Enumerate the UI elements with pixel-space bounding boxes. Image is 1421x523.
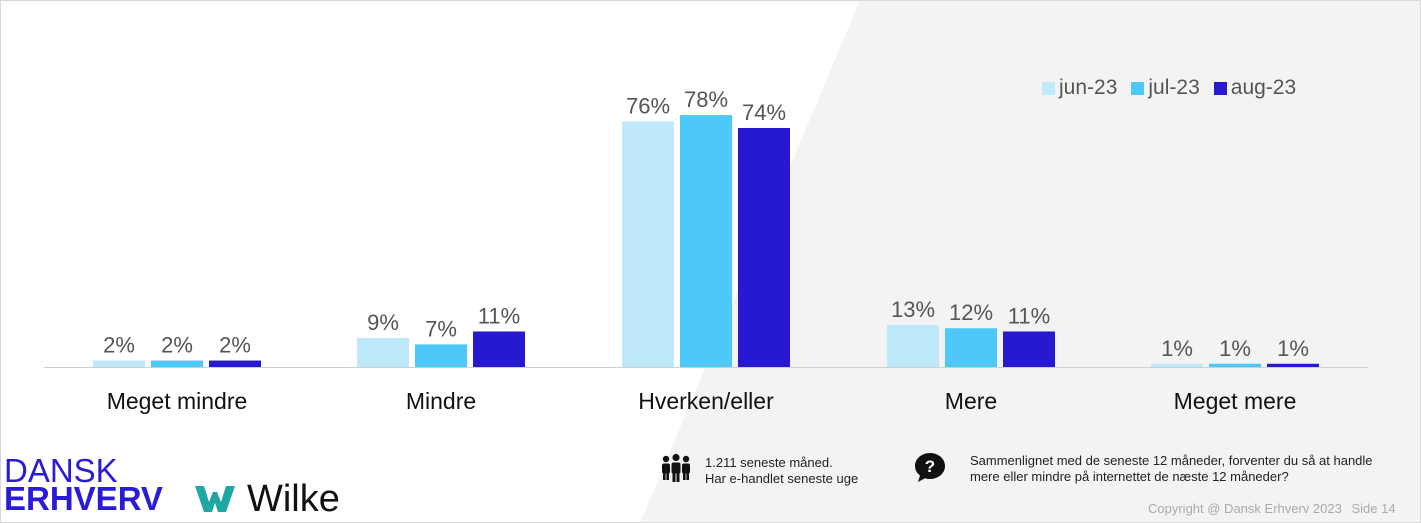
legend-swatch — [1131, 81, 1145, 95]
category-label: Mere — [945, 388, 997, 414]
sample-description: 1.211 seneste måned. Har e-handlet senes… — [705, 455, 858, 487]
sample-line-1: 1.211 seneste måned. — [705, 455, 833, 470]
legend-item-jul-23: jul-23 — [1131, 76, 1200, 100]
legend-swatch — [1042, 81, 1055, 95]
sample-line-2: Har e-handlet seneste uge — [705, 471, 859, 486]
bar — [357, 337, 409, 367]
data-label: 2% — [219, 333, 251, 358]
data-label: 1% — [1219, 336, 1251, 361]
bar — [209, 360, 261, 367]
bar — [945, 328, 997, 367]
data-label: 2% — [103, 333, 135, 358]
page-number: Side 14 — [1351, 501, 1396, 516]
bar — [622, 121, 674, 368]
legend-label: jul-23 — [1148, 76, 1200, 99]
legend: jun-23 jul-23 aug-23 — [1042, 76, 1310, 100]
data-label: 9% — [367, 310, 399, 335]
bar — [680, 115, 732, 367]
survey-question: Sammenlignet med de seneste 12 måneder, … — [970, 453, 1410, 485]
data-label: 13% — [891, 297, 935, 322]
bar — [887, 325, 939, 367]
bar — [1003, 331, 1055, 367]
data-label: 11% — [478, 303, 520, 328]
bar — [1209, 363, 1261, 367]
bar — [151, 360, 203, 367]
legend-item-jun-23: jun-23 — [1042, 76, 1117, 100]
bar — [738, 127, 790, 367]
data-label: 11% — [1008, 303, 1050, 328]
legend-item-aug-23: aug-23 — [1213, 76, 1297, 100]
data-label: 1% — [1277, 336, 1309, 361]
bar — [473, 331, 525, 367]
data-label: 74% — [742, 100, 786, 125]
footer: Copyright @ Dansk Erhverv 2023 Side 14 — [1148, 501, 1402, 516]
bar — [1151, 363, 1203, 367]
data-label: 2% — [161, 333, 193, 358]
category-label: Hverken/eller — [638, 388, 774, 414]
data-label: 78% — [684, 87, 728, 112]
bar — [93, 360, 145, 367]
question-line-2: mere eller mindre på internettet de næst… — [970, 469, 1289, 484]
data-label: 7% — [425, 316, 457, 341]
legend-label: jun-23 — [1059, 76, 1118, 99]
bar — [415, 344, 467, 367]
category-labels-layer: Meget mindre Mindre Hverken/eller Mere Meget… — [107, 388, 1297, 414]
category-label: Mindre — [406, 388, 476, 414]
copyright-text: Copyright @ Dansk Erhverv 2023 — [1148, 501, 1342, 516]
question-bubble-icon: ? — [915, 453, 945, 482]
wilke-logo-text: Wilke — [247, 478, 340, 520]
wilke-logo-icon — [195, 486, 235, 512]
dansk-logo-text: DANSK — [4, 452, 118, 489]
erhverv-logo-text: ERHVERV — [4, 480, 163, 517]
people-icon — [662, 453, 690, 482]
bar — [1267, 363, 1319, 367]
data-labels-layer: 2% 2% 2% 9% 7% 11% 76% 78% 74% 13% 12% 11% 1% 1% 1% — [103, 87, 1309, 361]
svg-text:?: ? — [925, 457, 935, 476]
category-label: Meget mere — [1174, 388, 1297, 414]
question-line-1: Sammenlignet med de seneste 12 måneder, … — [970, 453, 1373, 468]
data-label: 76% — [626, 94, 670, 119]
data-label: 1% — [1161, 336, 1193, 361]
legend-label: aug-23 — [1230, 76, 1297, 99]
bar-chart: 2% 2% 2% 9% 7% 11% 76% 78% 74% 13% 12% 11% 1% 1% 1% Me… — [44, 87, 1368, 414]
data-label: 12% — [949, 300, 993, 325]
category-label: Meget mindre — [107, 388, 248, 414]
legend-swatch — [1213, 81, 1227, 95]
bars-layer — [93, 115, 1319, 368]
